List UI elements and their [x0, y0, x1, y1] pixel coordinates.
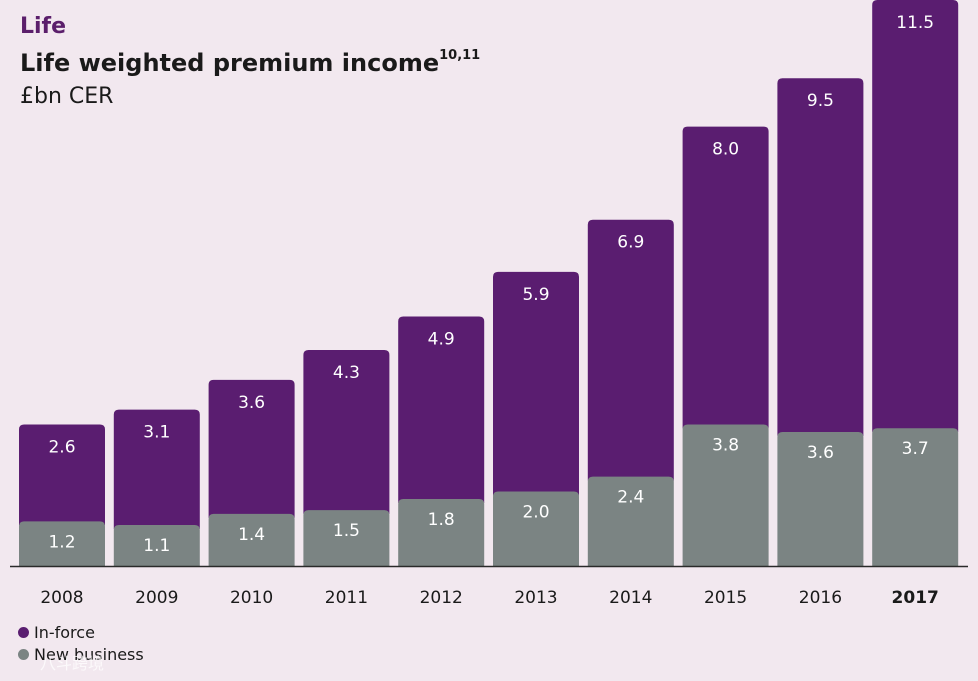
bar-new-business-2014 — [587, 476, 674, 566]
legend-label-in-force: In-force — [34, 623, 95, 642]
x-tick-label-2012: 2012 — [420, 588, 463, 608]
bar-in-force-2009 — [113, 409, 200, 530]
data-label-in-force-2016: 9.5 — [807, 91, 834, 111]
chart-title-text: Life weighted premium income — [20, 49, 440, 77]
chart-subtitle: £bn CER — [20, 84, 114, 109]
bar-new-business-2012 — [398, 498, 485, 566]
bar-in-force-2016 — [777, 78, 864, 436]
legend-label-new-business: New business — [34, 645, 144, 664]
bar-new-business-2011 — [303, 510, 390, 566]
bar-in-force-2017 — [872, 0, 959, 433]
bar-in-force-2010 — [208, 379, 295, 518]
bar-in-force-2012 — [398, 316, 485, 503]
chart-title: Life weighted premium income10,11 — [20, 48, 480, 77]
legend-item-in-force: In-force — [18, 623, 95, 642]
data-label-in-force-2010: 3.6 — [238, 393, 265, 413]
x-tick-label-2010: 2010 — [230, 588, 273, 608]
x-tick-label-2016: 2016 — [799, 588, 842, 608]
bar-new-business-2017 — [872, 428, 959, 566]
legend-swatch-new-business — [18, 649, 29, 660]
data-label-new-business-2014: 2.4 — [617, 488, 644, 508]
data-label-new-business-2017: 3.7 — [902, 439, 929, 459]
bar-new-business-2008 — [19, 521, 105, 566]
data-label-in-force-2012: 4.9 — [428, 330, 455, 350]
data-label-new-business-2013: 2.0 — [522, 503, 549, 523]
bar-in-force-2014 — [587, 219, 674, 481]
x-tick-label-2011: 2011 — [325, 588, 368, 608]
x-tick-label-2015: 2015 — [704, 588, 747, 608]
chart-title-footnote: 10,11 — [439, 48, 481, 63]
data-label-in-force-2011: 4.3 — [333, 363, 360, 383]
bar-in-force-2008 — [19, 424, 105, 526]
data-label-new-business-2011: 1.5 — [333, 521, 360, 541]
data-label-new-business-2016: 3.6 — [807, 443, 834, 463]
data-label-new-business-2015: 3.8 — [712, 436, 739, 456]
data-label-new-business-2008: 1.2 — [48, 532, 75, 552]
data-label-new-business-2012: 1.8 — [428, 510, 455, 530]
legend-swatch-in-force — [18, 627, 29, 638]
x-tick-label-2013: 2013 — [514, 588, 557, 608]
data-label-in-force-2014: 6.9 — [617, 233, 644, 253]
bar-new-business-2015 — [682, 424, 769, 566]
bar-in-force-2011 — [303, 350, 390, 515]
x-tick-label-2017: 2017 — [892, 588, 939, 608]
section-title: Life — [20, 14, 67, 39]
data-label-new-business-2009: 1.1 — [143, 536, 170, 556]
data-label-new-business-2010: 1.4 — [238, 525, 265, 545]
x-tick-label-2014: 2014 — [609, 588, 652, 608]
data-label-in-force-2013: 5.9 — [522, 285, 549, 305]
bar-new-business-2009 — [113, 525, 200, 566]
bar-new-business-2016 — [777, 431, 864, 566]
x-tick-label-2009: 2009 — [135, 588, 178, 608]
data-label-in-force-2017: 11.5 — [896, 13, 934, 33]
data-label-in-force-2015: 8.0 — [712, 140, 739, 160]
x-tick-label-2008: 2008 — [40, 588, 83, 608]
data-label-in-force-2008: 2.6 — [48, 438, 75, 458]
data-label-in-force-2009: 3.1 — [143, 423, 170, 443]
bar-in-force-2015 — [682, 126, 769, 429]
bar-new-business-2010 — [208, 513, 295, 566]
bar-new-business-2013 — [493, 491, 579, 566]
watermark-text: 八斗跨境 — [40, 654, 105, 673]
legend-item-new-business: New business — [18, 645, 144, 664]
bar-in-force-2013 — [493, 271, 579, 496]
